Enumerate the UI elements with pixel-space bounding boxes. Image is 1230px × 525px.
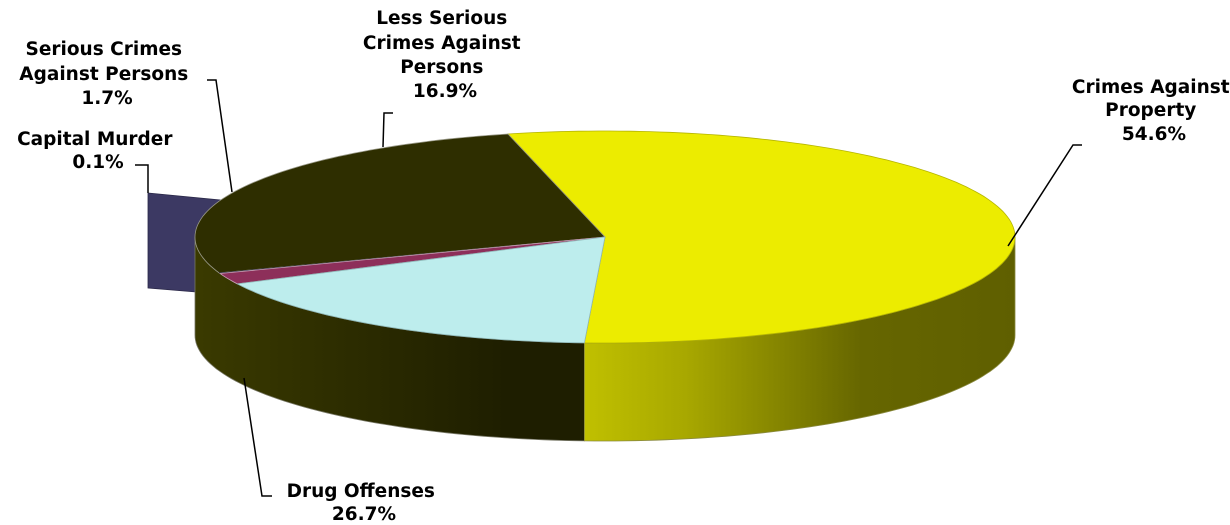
label-drug-offenses: Drug Offenses 26.7% xyxy=(287,481,442,525)
label-capital-percent: 0.1% xyxy=(72,152,123,173)
label-property-line-2: Property xyxy=(1105,100,1196,121)
leader-line-property xyxy=(1007,144,1082,247)
label-serious-line-1: Serious Crimes xyxy=(26,39,183,60)
leader-line-serious-crimes xyxy=(207,79,233,193)
label-serious-crimes-against-persons: Serious Crimes Against Persons 1.7% xyxy=(19,39,194,109)
label-serious-line-2: Against Persons xyxy=(19,64,188,85)
leader-line-less-serious xyxy=(382,112,393,148)
pie-slice-crimes-against-property xyxy=(507,130,1016,344)
leader-line-drug-offenses xyxy=(243,377,272,497)
label-less-line-2: Crimes Against xyxy=(363,33,521,54)
leader-line-capital-murder xyxy=(135,164,149,193)
label-serious-percent: 1.7% xyxy=(81,88,132,109)
label-capital-murder: Capital Murder 0.1% xyxy=(17,129,179,173)
label-property-line-1: Crimes Against xyxy=(1072,77,1230,98)
label-less-percent: 16.9% xyxy=(413,81,477,102)
label-less-line-1: Less Serious xyxy=(376,8,507,29)
label-less-line-3: Persons xyxy=(400,57,483,78)
label-drug-line-1: Drug Offenses xyxy=(287,481,435,502)
pie-slice-less-serious-crimes-against-persons xyxy=(236,236,606,344)
label-capital-line-1: Capital Murder xyxy=(17,129,173,150)
label-property-percent: 54.6% xyxy=(1122,124,1186,145)
label-drug-percent: 26.7% xyxy=(332,504,396,525)
pie-slice-serious-crimes-against-persons xyxy=(218,236,606,285)
pie-slice-drug-offenses xyxy=(194,133,606,274)
label-less-serious-crimes-against-persons: Less Serious Crimes Against Persons 16.9… xyxy=(363,8,527,102)
label-crimes-against-property: Crimes Against Property 54.6% xyxy=(1072,77,1230,145)
